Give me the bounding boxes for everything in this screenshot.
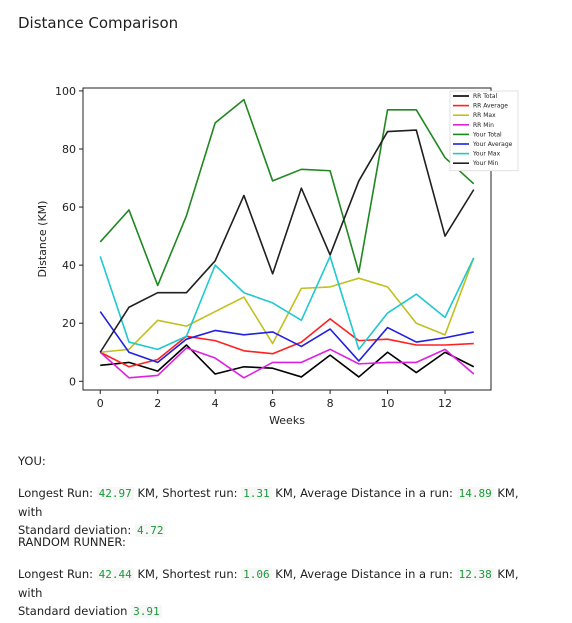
x-tick-label: 12 [438, 397, 452, 410]
series-line-your-total [99, 98, 475, 287]
x-tick-label: 2 [154, 397, 161, 410]
rr-with-label: KM, with [18, 567, 519, 600]
you-std-label: Standard deviation: [18, 523, 132, 537]
y-tick-label: 60 [62, 201, 76, 214]
y-tick-label: 100 [55, 85, 76, 98]
x-tick-label: 8 [327, 397, 334, 410]
legend-entry: Your Min [472, 160, 499, 167]
page-title: Distance Comparison [18, 14, 179, 32]
y-tick-label: 20 [62, 317, 76, 330]
you-shortest-label: KM, Shortest run: [137, 486, 238, 500]
legend-entry: Your Total [472, 131, 502, 138]
legend-entry: RR Max [473, 112, 496, 119]
you-stats: Longest Run: 42.97 KM, Shortest run: 1.3… [18, 484, 538, 540]
you-average-value: 14.89 [456, 487, 494, 500]
series-line-your-average [99, 311, 474, 364]
you-std-value: 4.72 [134, 524, 166, 537]
series-line-rr-max [100, 257, 475, 354]
you-longest-label: Longest Run: [18, 486, 93, 500]
you-average-label: KM, Average Distance in a run: [275, 486, 453, 500]
x-tick-label: 6 [269, 397, 276, 410]
rr-longest-value: 42.44 [96, 568, 134, 581]
x-tick-label: 10 [381, 397, 395, 410]
legend-entry: RR Average [473, 103, 508, 110]
you-header: YOU: [18, 454, 46, 468]
you-shortest-value: 1.31 [241, 487, 272, 500]
chart-legend: RR Total RR Average RR Max RR Min Your Total… [449, 90, 519, 172]
legend-frame [449, 90, 519, 172]
series-line-your-max [99, 255, 475, 351]
rr-average-value: 12.38 [456, 568, 494, 581]
x-tick-label: 4 [212, 397, 219, 410]
series-line-your-min [99, 129, 475, 353]
series-line-rr-total [100, 344, 475, 378]
y-tick-label: 0 [69, 375, 76, 388]
y-tick-label: 80 [62, 143, 76, 156]
plot-frame [82, 87, 492, 391]
random-runner-header: RANDOM RUNNER: [18, 535, 126, 549]
legend-entry: RR Total [473, 93, 498, 100]
legend-entry: Your Max [472, 151, 501, 158]
random-runner-stats: Longest Run: 42.44 KM, Shortest run: 1.0… [18, 565, 538, 621]
x-axis-label: Weeks [269, 414, 305, 427]
legend-entry: RR Min [473, 122, 494, 129]
rr-std-label: Standard deviation [18, 604, 128, 618]
rr-longest-label: Longest Run: [18, 567, 93, 581]
rr-average-label: KM, Average Distance in a run: [275, 567, 453, 581]
x-tick-label: 0 [97, 397, 104, 410]
rr-shortest-label: KM, Shortest run: [137, 567, 238, 581]
you-longest-value: 42.97 [96, 487, 134, 500]
y-tick-label: 40 [62, 259, 76, 272]
series-line-rr-min [99, 347, 475, 379]
rr-shortest-value: 1.06 [241, 568, 272, 581]
series-line-rr-average [99, 318, 474, 368]
you-with-label: KM, with [18, 486, 519, 519]
distance-line-chart: 0 2 4 6 8 10 12 0 20 40 60 80 100 Weeks Distance (KM… [36, 85, 519, 427]
rr-std-value: 3.91 [131, 605, 162, 618]
y-axis-label: Distance (KM) [36, 201, 49, 278]
legend-entry: Your Average [472, 141, 513, 148]
